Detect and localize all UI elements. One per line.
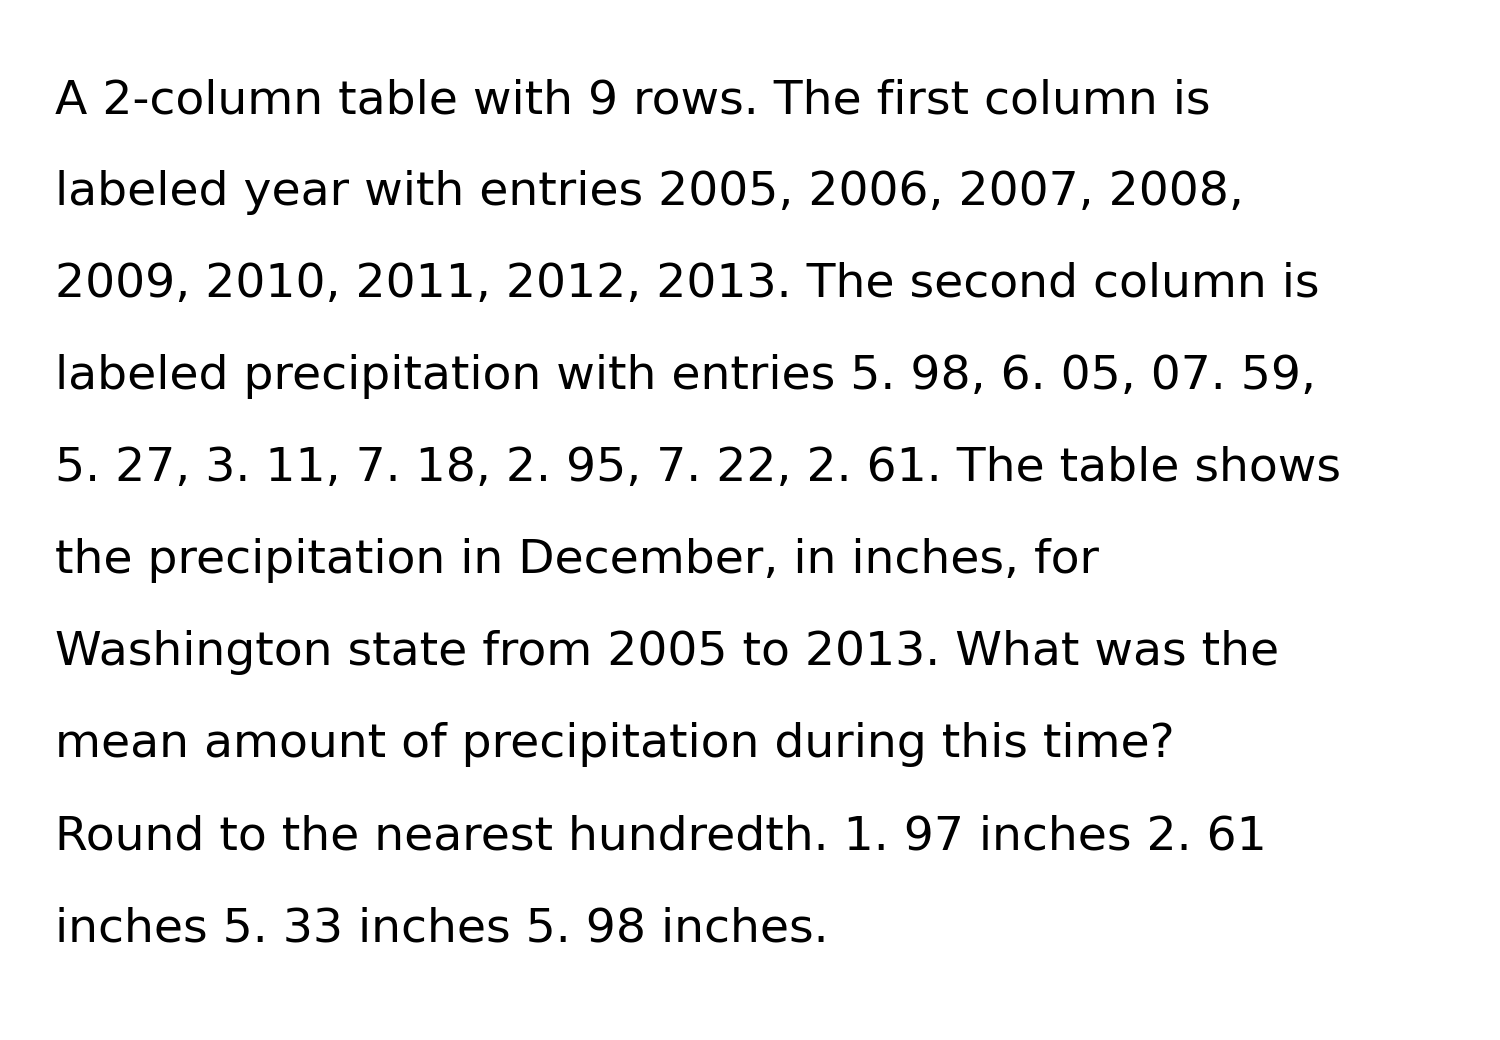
Text: labeled year with entries 2005, 2006, 2007, 2008,: labeled year with entries 2005, 2006, 20… bbox=[56, 170, 1244, 215]
Text: inches 5. 33 inches 5. 98 inches.: inches 5. 33 inches 5. 98 inches. bbox=[56, 906, 828, 951]
Text: A 2-column table with 9 rows. The first column is: A 2-column table with 9 rows. The first … bbox=[56, 78, 1210, 123]
Text: Round to the nearest hundredth. 1. 97 inches 2. 61: Round to the nearest hundredth. 1. 97 in… bbox=[56, 814, 1266, 859]
Text: mean amount of precipitation during this time?: mean amount of precipitation during this… bbox=[56, 722, 1174, 768]
Text: 2009, 2010, 2011, 2012, 2013. The second column is: 2009, 2010, 2011, 2012, 2013. The second… bbox=[56, 262, 1320, 307]
Text: the precipitation in December, in inches, for: the precipitation in December, in inches… bbox=[56, 538, 1100, 583]
Text: Washington state from 2005 to 2013. What was the: Washington state from 2005 to 2013. What… bbox=[56, 630, 1280, 675]
Text: labeled precipitation with entries 5. 98, 6. 05, 07. 59,: labeled precipitation with entries 5. 98… bbox=[56, 354, 1316, 399]
Text: 5. 27, 3. 11, 7. 18, 2. 95, 7. 22, 2. 61. The table shows: 5. 27, 3. 11, 7. 18, 2. 95, 7. 22, 2. 61… bbox=[56, 446, 1341, 491]
